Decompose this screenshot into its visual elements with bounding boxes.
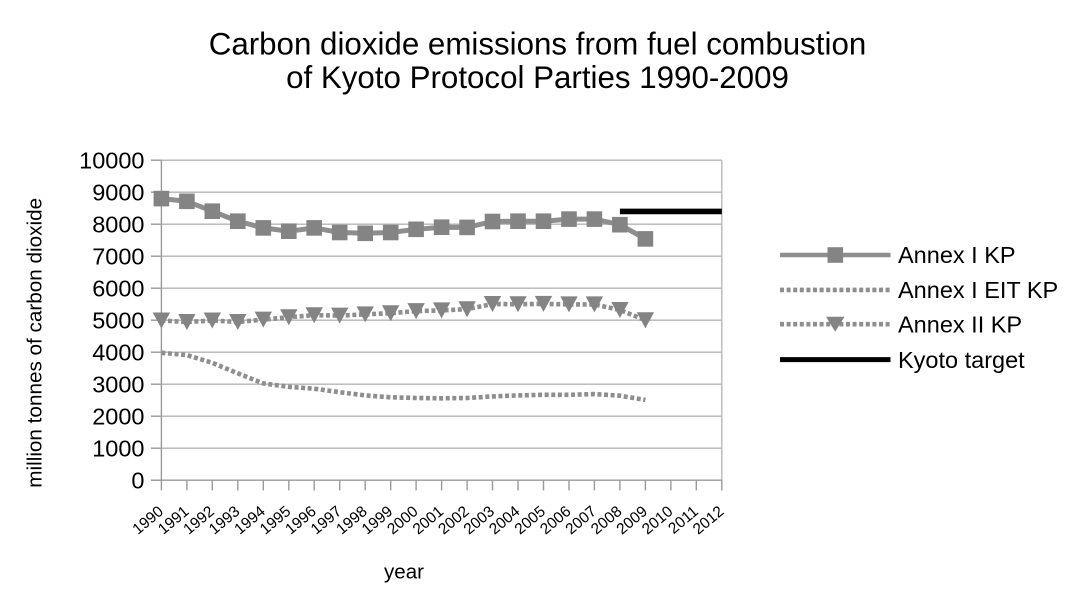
svg-text:year: year [384,560,424,583]
svg-text:0: 0 [131,467,144,493]
svg-text:9000: 9000 [92,179,144,205]
svg-text:Annex I KP: Annex I KP [898,242,1016,268]
svg-text:1000: 1000 [92,435,144,461]
svg-text:Annex II KP: Annex II KP [898,311,1022,337]
svg-text:Carbon dioxide emissions from: Carbon dioxide emissions from fuel combu… [209,26,867,61]
svg-text:10000: 10000 [79,147,144,173]
svg-text:5000: 5000 [92,307,144,333]
svg-text:4000: 4000 [92,339,144,365]
svg-text:Annex I EIT KP: Annex I EIT KP [898,277,1058,303]
svg-text:Kyoto target: Kyoto target [898,347,1025,373]
svg-text:3000: 3000 [92,371,144,397]
svg-text:7000: 7000 [92,243,144,269]
svg-text:of Kyoto Protocol Parties 1990: of Kyoto Protocol Parties 1990-2009 [286,60,789,95]
svg-text:million tonnes of carbon dioxi: million tonnes of carbon dioxide [24,198,47,488]
svg-text:2000: 2000 [92,403,144,429]
svg-text:6000: 6000 [92,275,144,301]
svg-text:8000: 8000 [92,211,144,237]
